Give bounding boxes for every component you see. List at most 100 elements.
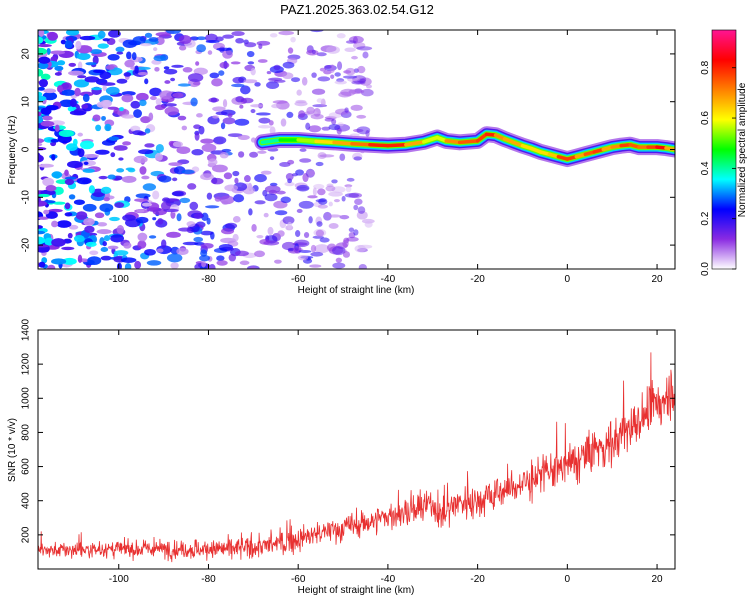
spectrogram-speckle bbox=[89, 250, 99, 256]
spectrogram-speckle bbox=[88, 185, 95, 194]
spectrogram-speckle bbox=[317, 188, 326, 196]
spectrogram-speckle bbox=[138, 149, 154, 155]
spectrogram-speckle bbox=[96, 229, 112, 235]
spectrogram-speckle bbox=[208, 263, 216, 269]
spectrogram-speckle bbox=[38, 153, 41, 162]
spectrogram-speckle bbox=[181, 169, 195, 175]
spectrogram-speckle bbox=[44, 237, 54, 246]
snr-y-tick-label: 1000 bbox=[21, 387, 32, 410]
spectrogram-speckle bbox=[80, 140, 95, 150]
spectrogram-speckle bbox=[260, 170, 272, 175]
spectrogram-speckle bbox=[264, 185, 281, 193]
spectrogram-speckle bbox=[69, 98, 77, 108]
spectrogram-speckle bbox=[336, 33, 346, 39]
snr-series-line bbox=[38, 352, 675, 563]
spectrogram-speckle bbox=[84, 76, 100, 83]
spectrogram-speckle bbox=[348, 89, 365, 95]
spectrogram-speckle bbox=[221, 200, 229, 205]
spectrogram-speckle bbox=[334, 72, 341, 77]
spectrogram-speckle bbox=[109, 216, 120, 222]
spectrogram-speckle bbox=[194, 132, 200, 141]
spectrogram-speckle bbox=[218, 243, 234, 251]
spectrogram-speckle bbox=[108, 30, 121, 38]
spectrogram-speckle bbox=[255, 112, 271, 116]
spectrogram-speckle bbox=[60, 39, 66, 45]
spectrogram-speckle bbox=[100, 255, 112, 261]
spectrogram-ridge-core bbox=[422, 135, 439, 144]
snr-x-label: Height of straight line (km) bbox=[298, 585, 415, 596]
spectrogram-speckle bbox=[69, 110, 86, 116]
spectrogram-speckle bbox=[264, 193, 278, 202]
spectrogram-speckle bbox=[323, 70, 332, 75]
spectrogram-speckle bbox=[195, 61, 200, 66]
spectrogram-speckle bbox=[222, 34, 235, 39]
spectrogram-speckle bbox=[73, 79, 89, 88]
spectrogram-x-tick-label: -20 bbox=[470, 274, 485, 285]
spectrogram-speckle bbox=[267, 226, 274, 236]
snr-plot-area bbox=[38, 330, 675, 569]
spectrogram-speckle bbox=[38, 91, 43, 97]
spectrogram-speckle bbox=[100, 246, 109, 253]
spectrogram-speckle bbox=[342, 251, 351, 258]
spectrogram-speckle bbox=[107, 174, 116, 180]
spectrogram-speckle bbox=[68, 224, 79, 230]
spectrogram-speckle bbox=[94, 212, 105, 219]
colorbar-tick-label: 0.2 bbox=[700, 211, 711, 225]
spectrogram-speckle bbox=[298, 249, 312, 253]
snr-x-tick-label: -80 bbox=[201, 574, 216, 585]
spectrogram-speckle bbox=[200, 249, 208, 257]
snr-y-label: SNR (10 * v/v) bbox=[7, 418, 18, 482]
spectrogram-speckle bbox=[137, 232, 148, 242]
spectrogram-speckle bbox=[122, 214, 136, 222]
spectrogram-speckle bbox=[259, 239, 271, 245]
spectrogram-speckle bbox=[97, 30, 106, 39]
snr-panel: -100 -80 -60 -40 -20 0 20 200 400 600 800 1000 1200… bbox=[7, 318, 676, 596]
spectrogram-speckle bbox=[77, 254, 83, 263]
spectrogram-speckle bbox=[210, 177, 224, 185]
spectrogram-speckle bbox=[235, 37, 244, 44]
spectrogram-speckle bbox=[310, 30, 324, 33]
spectrogram-speckle bbox=[50, 50, 66, 55]
spectrogram-speckle bbox=[246, 50, 255, 58]
spectrogram-speckle bbox=[309, 264, 322, 268]
spectrogram-speckle bbox=[356, 114, 367, 119]
spectrogram-speckle bbox=[38, 115, 44, 124]
spectrogram-speckle bbox=[91, 87, 102, 91]
spectrogram-speckle bbox=[233, 194, 245, 203]
spectrogram-speckle bbox=[123, 242, 132, 249]
spectrogram-speckle bbox=[254, 200, 266, 205]
spectrogram-speckle bbox=[291, 77, 301, 83]
spectrogram-speckle bbox=[45, 185, 57, 192]
spectrogram-speckle bbox=[170, 262, 179, 269]
spectrogram-speckle bbox=[364, 221, 373, 228]
spectrogram-speckle bbox=[277, 230, 285, 237]
spectrogram-speckle bbox=[328, 201, 333, 207]
spectrogram-speckle bbox=[161, 239, 167, 249]
spectrogram-speckle bbox=[286, 111, 294, 119]
spectrogram-speckle bbox=[224, 222, 238, 229]
spectrogram-x-label: Height of straight line (km) bbox=[298, 285, 415, 296]
spectrogram-speckle bbox=[345, 40, 357, 44]
spectrogram-speckle bbox=[38, 193, 51, 198]
spectrogram-speckle bbox=[110, 234, 125, 243]
spectrogram-speckle bbox=[234, 250, 249, 257]
spectrogram-speckle bbox=[232, 170, 240, 177]
spectrogram-speckle bbox=[243, 79, 258, 84]
spectrogram-speckle bbox=[331, 118, 337, 125]
spectrogram-speckle bbox=[135, 66, 151, 71]
snr-x-tick-label: -20 bbox=[470, 574, 485, 585]
spectrogram-speckle bbox=[158, 175, 172, 183]
spectrogram-speckle bbox=[274, 259, 282, 264]
spectrogram-speckle bbox=[47, 31, 59, 41]
spectrogram-speckle bbox=[161, 197, 171, 203]
spectrogram-speckle bbox=[53, 201, 66, 205]
spectrogram-speckle bbox=[187, 73, 204, 83]
spectrogram-y-tick-label: -20 bbox=[21, 237, 32, 252]
spectrogram-speckle bbox=[290, 36, 296, 43]
spectrogram-speckle bbox=[172, 177, 178, 182]
spectrogram-speckle bbox=[231, 83, 245, 88]
spectrogram-speckle bbox=[311, 88, 326, 95]
spectrogram-speckle bbox=[222, 99, 228, 108]
spectrogram-speckle bbox=[95, 124, 102, 132]
spectrogram-speckle bbox=[40, 73, 51, 81]
